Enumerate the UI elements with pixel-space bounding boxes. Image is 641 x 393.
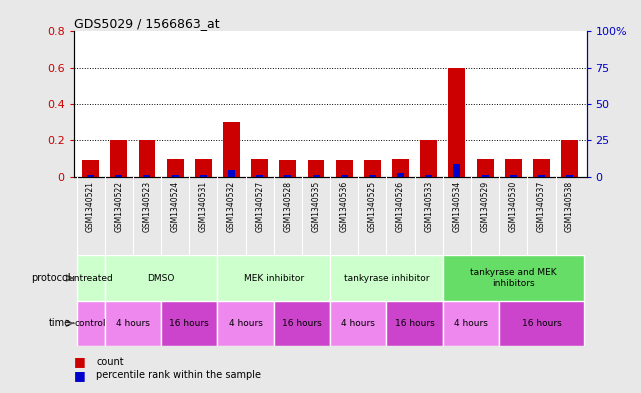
Bar — [387, 301, 443, 346]
Bar — [443, 255, 584, 301]
Text: untreated: untreated — [68, 274, 113, 283]
Bar — [420, 140, 437, 177]
Bar — [313, 175, 320, 177]
Bar — [217, 301, 274, 346]
Text: ■: ■ — [74, 369, 85, 382]
Bar — [167, 159, 183, 177]
Bar — [443, 301, 499, 346]
Text: 4 hours: 4 hours — [229, 319, 263, 328]
Text: GSM1340525: GSM1340525 — [368, 181, 377, 232]
Bar — [481, 175, 488, 177]
Text: 4 hours: 4 hours — [116, 319, 150, 328]
Bar — [138, 140, 155, 177]
Text: GSM1340527: GSM1340527 — [255, 181, 264, 232]
Bar — [561, 140, 578, 177]
Bar — [200, 175, 207, 177]
Bar — [195, 159, 212, 177]
Text: GSM1340521: GSM1340521 — [86, 181, 95, 232]
Bar — [477, 159, 494, 177]
Bar — [256, 175, 263, 177]
Text: tankyrase inhibitor: tankyrase inhibitor — [344, 274, 429, 283]
Text: 16 hours: 16 hours — [522, 319, 562, 328]
Bar — [566, 175, 573, 177]
Text: percentile rank within the sample: percentile rank within the sample — [96, 370, 261, 380]
Bar — [453, 164, 460, 177]
Text: GSM1340530: GSM1340530 — [509, 181, 518, 232]
Bar — [274, 301, 330, 346]
Text: GDS5029 / 1566863_at: GDS5029 / 1566863_at — [74, 17, 219, 30]
Bar — [110, 140, 128, 177]
Text: GSM1340532: GSM1340532 — [227, 181, 236, 232]
Text: tankyrase and MEK
inhibitors: tankyrase and MEK inhibitors — [470, 268, 556, 288]
Bar — [392, 159, 409, 177]
Text: GSM1340538: GSM1340538 — [565, 181, 574, 232]
Text: ■: ■ — [74, 355, 85, 368]
Bar — [104, 255, 217, 301]
Text: time: time — [48, 318, 71, 328]
Bar — [533, 159, 550, 177]
Text: 4 hours: 4 hours — [342, 319, 375, 328]
Text: 4 hours: 4 hours — [454, 319, 488, 328]
Bar — [144, 175, 151, 177]
Text: GSM1340528: GSM1340528 — [283, 181, 292, 232]
Bar — [510, 175, 517, 177]
Bar — [223, 122, 240, 177]
Text: GSM1340534: GSM1340534 — [453, 181, 462, 232]
Text: GSM1340533: GSM1340533 — [424, 181, 433, 232]
Text: 16 hours: 16 hours — [282, 319, 322, 328]
Bar — [505, 159, 522, 177]
Text: count: count — [96, 356, 124, 367]
Bar — [285, 175, 292, 177]
Bar — [538, 175, 545, 177]
Bar — [336, 160, 353, 177]
Text: MEK inhibitor: MEK inhibitor — [244, 274, 304, 283]
Bar — [104, 301, 161, 346]
Bar — [340, 175, 347, 177]
Bar — [425, 175, 432, 177]
Text: GSM1340526: GSM1340526 — [396, 181, 405, 232]
Text: GSM1340524: GSM1340524 — [171, 181, 179, 232]
Text: GSM1340536: GSM1340536 — [340, 181, 349, 232]
Bar — [82, 160, 99, 177]
Bar — [161, 301, 217, 346]
Text: GSM1340531: GSM1340531 — [199, 181, 208, 232]
Text: GSM1340535: GSM1340535 — [312, 181, 320, 232]
Bar — [87, 175, 94, 177]
Bar — [76, 255, 104, 301]
Text: control: control — [75, 319, 106, 328]
Bar — [499, 301, 584, 346]
Text: GSM1340523: GSM1340523 — [142, 181, 151, 232]
Bar — [330, 301, 387, 346]
Bar — [308, 160, 324, 177]
Bar — [279, 160, 296, 177]
Bar — [369, 175, 376, 177]
Text: DMSO: DMSO — [147, 274, 175, 283]
Text: GSM1340537: GSM1340537 — [537, 181, 546, 232]
Text: 16 hours: 16 hours — [395, 319, 435, 328]
Text: 16 hours: 16 hours — [169, 319, 209, 328]
Bar — [115, 175, 122, 177]
Text: GSM1340522: GSM1340522 — [114, 181, 123, 232]
Text: GSM1340529: GSM1340529 — [481, 181, 490, 232]
Bar — [217, 255, 330, 301]
Bar — [449, 68, 465, 177]
Bar — [397, 173, 404, 177]
Bar — [364, 160, 381, 177]
Text: protocol: protocol — [31, 273, 71, 283]
Bar — [330, 255, 443, 301]
Bar — [172, 175, 179, 177]
Bar — [228, 170, 235, 177]
Bar — [76, 301, 104, 346]
Bar — [251, 159, 268, 177]
